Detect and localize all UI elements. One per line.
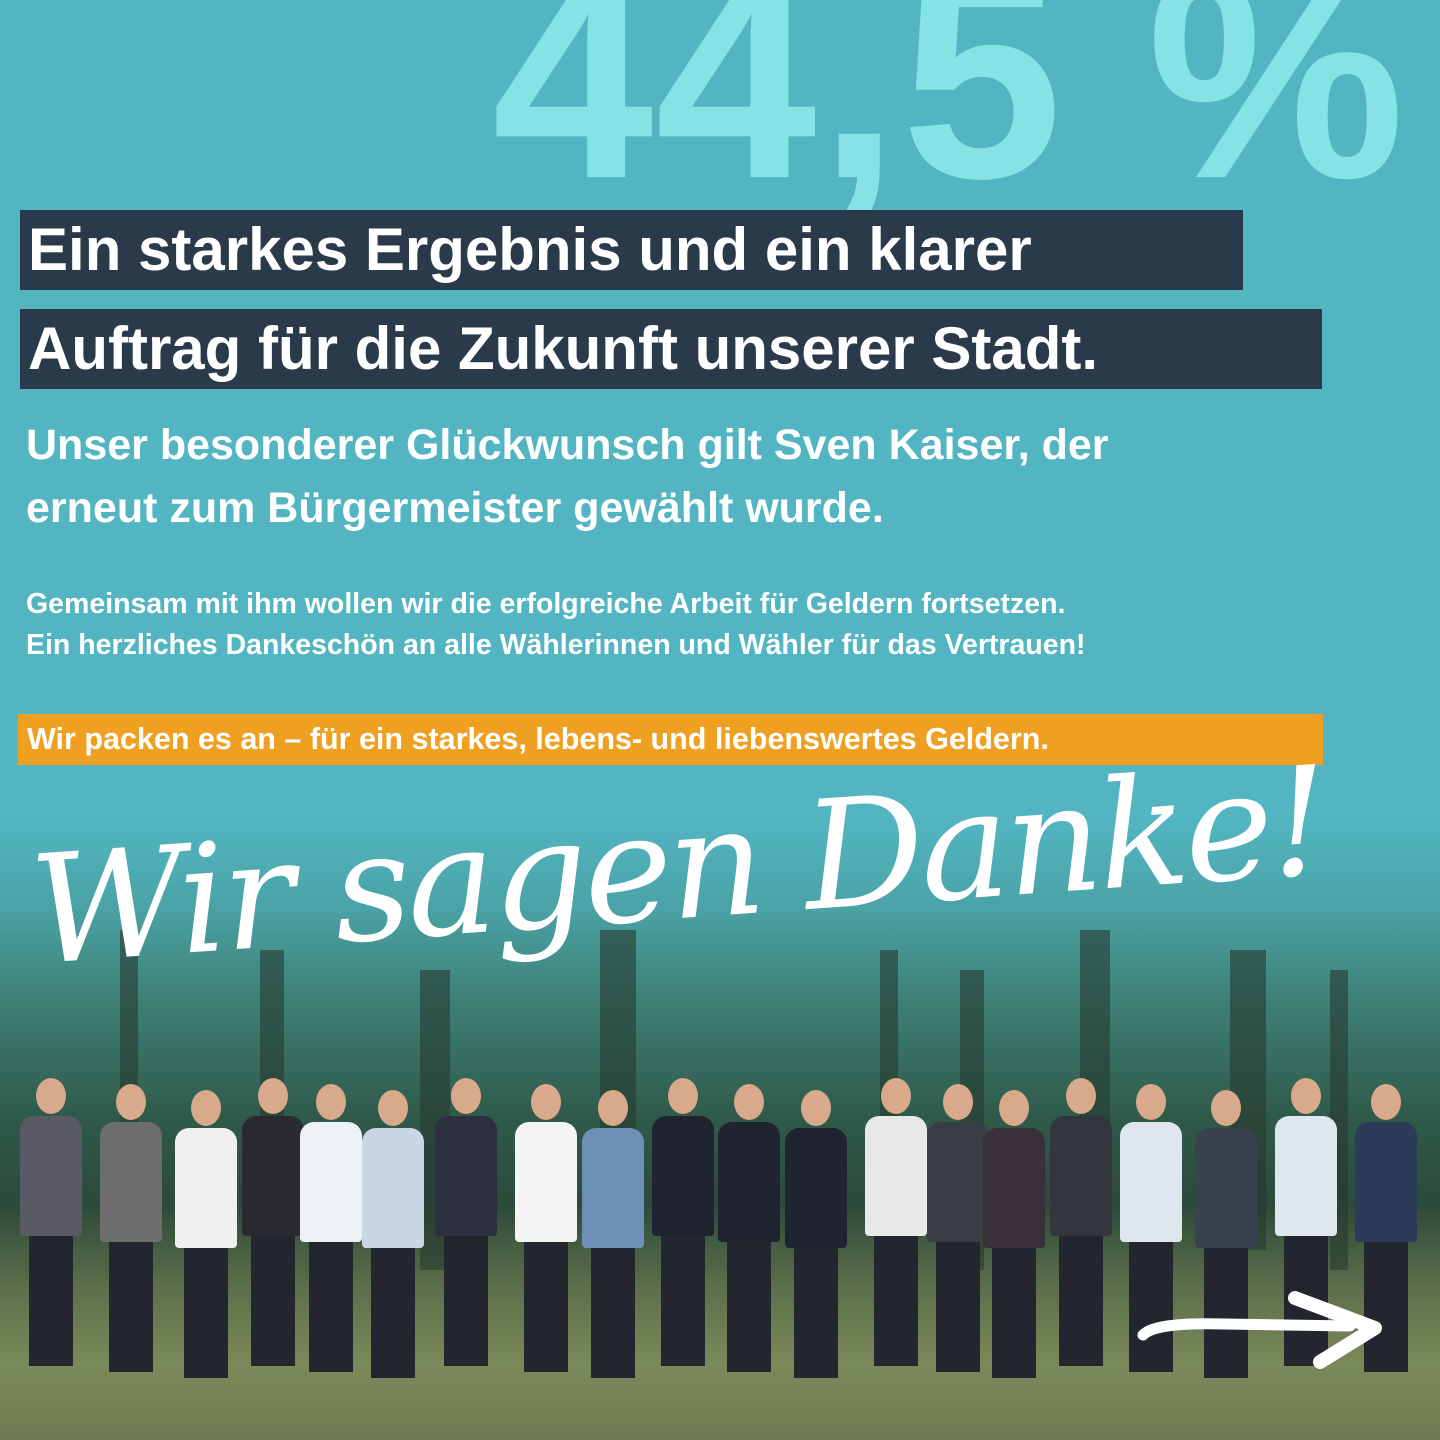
team-member xyxy=(100,1084,162,1372)
team-member xyxy=(1120,1084,1182,1372)
team-member xyxy=(242,1078,304,1366)
subheadline-line-2: erneut zum Bürgermeister gewählt wurde. xyxy=(26,484,884,532)
team-member xyxy=(652,1078,714,1366)
slogan-banner: Wir packen es an – für ein starkes, lebe… xyxy=(18,714,1323,765)
body-line-2: Ein herzliches Dankeschön an alle Wähler… xyxy=(26,629,1086,661)
headline-line-2: Auftrag für die Zukunft unserer Stadt. xyxy=(20,309,1322,389)
team-member xyxy=(362,1090,424,1378)
subheadline-line-1: Unser besonderer Glückwunsch gilt Sven K… xyxy=(26,421,1109,469)
team-member xyxy=(983,1090,1045,1378)
body-line-1: Gemeinsam mit ihm wollen wir die erfolgr… xyxy=(26,588,1066,620)
team-member xyxy=(927,1084,989,1372)
team-member xyxy=(865,1078,927,1366)
team-member xyxy=(718,1084,780,1372)
team-member xyxy=(435,1078,497,1366)
team-member xyxy=(175,1090,237,1378)
team-member xyxy=(1355,1084,1417,1372)
team-member xyxy=(785,1090,847,1378)
team-member xyxy=(1050,1078,1112,1366)
team-member xyxy=(515,1084,577,1372)
team-member xyxy=(20,1078,82,1366)
arrow-right-icon xyxy=(1137,1291,1382,1369)
group-photo xyxy=(0,820,1440,1440)
team-member xyxy=(300,1084,362,1372)
team-member xyxy=(582,1090,644,1378)
team-member xyxy=(1195,1090,1257,1378)
result-percentage: 44,5 % xyxy=(492,0,1407,239)
headline-line-1: Ein starkes Ergebnis und ein klarer xyxy=(20,210,1243,290)
